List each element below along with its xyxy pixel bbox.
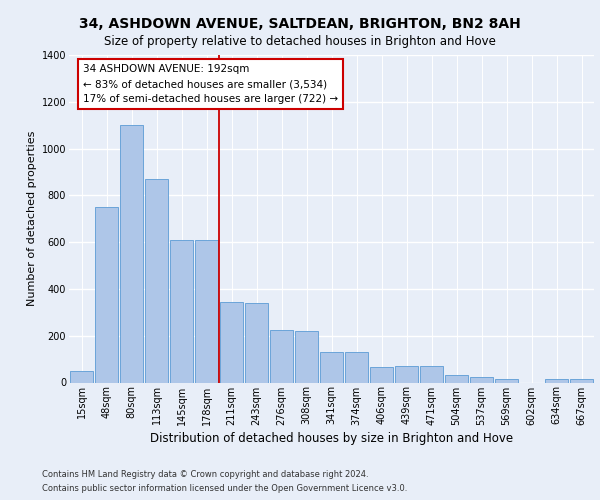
Bar (370, 368, 393, 382)
Bar (245, 303, 268, 382)
Bar (120, 125, 143, 382)
Bar (170, 240, 193, 382)
Bar (295, 331, 318, 382)
Bar (145, 179, 168, 382)
X-axis label: Distribution of detached houses by size in Brighton and Hove: Distribution of detached houses by size … (150, 432, 513, 444)
Bar (70, 371, 93, 382)
Text: Size of property relative to detached houses in Brighton and Hove: Size of property relative to detached ho… (104, 35, 496, 48)
Text: 34 ASHDOWN AVENUE: 192sqm
← 83% of detached houses are smaller (3,534)
17% of se: 34 ASHDOWN AVENUE: 192sqm ← 83% of detac… (83, 64, 338, 104)
Text: 34, ASHDOWN AVENUE, SALTDEAN, BRIGHTON, BN2 8AH: 34, ASHDOWN AVENUE, SALTDEAN, BRIGHTON, … (79, 18, 521, 32)
Bar (545, 379, 568, 382)
Bar (495, 379, 518, 382)
Bar (395, 366, 418, 382)
Bar (345, 352, 368, 382)
Bar (570, 379, 593, 382)
Bar (270, 330, 293, 382)
Bar (195, 240, 218, 382)
Bar (220, 302, 243, 382)
Bar (320, 352, 343, 382)
Text: Contains HM Land Registry data © Crown copyright and database right 2024.: Contains HM Land Registry data © Crown c… (42, 470, 368, 479)
Bar (95, 207, 118, 382)
Bar (445, 376, 468, 382)
Bar (470, 376, 493, 382)
Bar (420, 366, 443, 382)
Text: Contains public sector information licensed under the Open Government Licence v3: Contains public sector information licen… (42, 484, 407, 493)
Y-axis label: Number of detached properties: Number of detached properties (28, 131, 37, 306)
